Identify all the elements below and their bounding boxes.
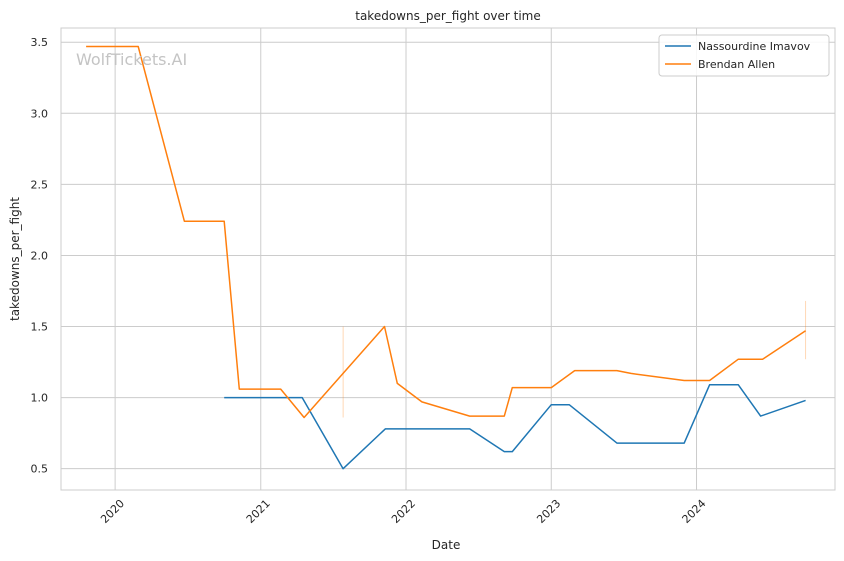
error-bars [342, 300, 807, 418]
grid-lines [61, 28, 835, 490]
y-tick-label: 0.5 [31, 463, 49, 476]
legend-box [658, 34, 830, 77]
y-tick-label: 3.0 [31, 107, 49, 120]
series-line-allen [86, 45, 807, 419]
plot-frame [60, 27, 836, 491]
y-tick-label: 1.5 [31, 321, 49, 334]
series-lines [86, 45, 807, 470]
y-axis-label: takedowns_per_fight [8, 197, 22, 321]
y-tick-label: 2.0 [31, 249, 49, 262]
x-axis-label: Date [432, 538, 461, 552]
legend-label-imavov: Nassourdine Imavov [698, 40, 811, 53]
legend-label-allen: Brendan Allen [698, 58, 775, 71]
watermark: WolfTickets.AI [76, 50, 187, 69]
series-line-imavov [224, 384, 806, 470]
y-tick-labels: 0.5 1.0 1.5 2.0 2.5 3.0 3.5 [31, 36, 49, 475]
legend: Nassourdine Imavov Brendan Allen [658, 34, 830, 77]
y-tick-label: 3.5 [31, 36, 49, 49]
y-tick-label: 2.5 [31, 178, 49, 191]
chart-title: takedowns_per_fight over time [355, 9, 541, 23]
y-tick-label: 1.0 [31, 392, 49, 405]
